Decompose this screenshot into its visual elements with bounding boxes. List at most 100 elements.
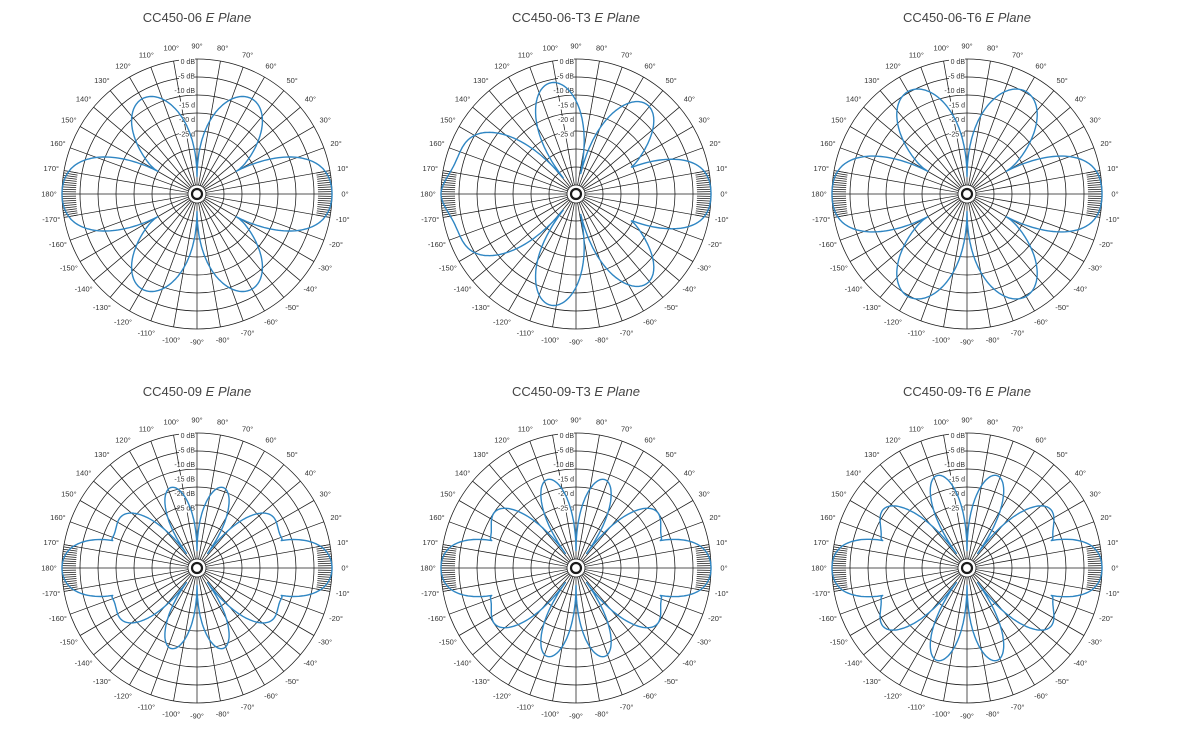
fine-tick xyxy=(317,206,332,209)
db-ring-label: -15 dB xyxy=(174,477,195,484)
fine-tick xyxy=(62,186,77,189)
angle-tick-label: -80° xyxy=(986,709,1000,718)
angle-tick-label: -60° xyxy=(1034,318,1048,327)
angle-tick-label: 50° xyxy=(286,76,297,85)
grid-spoke xyxy=(173,202,196,328)
grid-spoke xyxy=(584,196,703,241)
angle-tick-label: 60° xyxy=(1035,435,1046,444)
db-ring-label: -25 d xyxy=(558,132,574,139)
db-label-bg xyxy=(558,87,574,95)
grid-spoke xyxy=(442,544,568,567)
fine-tick xyxy=(695,544,710,548)
grid-spoke xyxy=(973,106,1071,189)
grid-spoke xyxy=(63,170,189,193)
grid-spoke xyxy=(577,576,600,702)
db-ring-label: -25 d xyxy=(558,506,574,513)
grid-spoke xyxy=(583,572,694,636)
grid-spoke xyxy=(974,198,1085,262)
angle-tick-label: -80° xyxy=(986,335,1000,344)
angle-tick-label: 150° xyxy=(440,490,456,499)
angle-tick-label: 10° xyxy=(716,538,727,547)
fine-tick xyxy=(441,573,456,576)
angle-tick-label: 120° xyxy=(885,435,901,444)
grid-spoke xyxy=(198,202,221,328)
db-ring-label: -5 dB xyxy=(948,74,965,81)
angle-tick-label: 130° xyxy=(864,76,880,85)
grid-spoke xyxy=(577,202,600,328)
angle-tick-label: 130° xyxy=(473,76,489,85)
grid-spoke xyxy=(449,196,568,241)
fine-tick xyxy=(832,558,847,560)
fine-tick xyxy=(441,186,456,189)
db-label-bg xyxy=(949,432,965,440)
angle-tick-label: 130° xyxy=(94,450,110,459)
db-label-bg xyxy=(949,101,965,110)
fine-tick xyxy=(62,181,77,184)
fine-tick xyxy=(696,551,711,554)
angle-tick-label: -130° xyxy=(472,677,490,686)
fine-tick xyxy=(1086,214,1101,218)
grid-spoke xyxy=(577,434,600,560)
grid-spoke xyxy=(863,106,961,189)
fine-tick xyxy=(1087,558,1102,560)
fine-tick xyxy=(316,172,331,176)
polar-panel-cc450-09-t3: CC450-09-T3 E Plane 0° 10° 20° 30° 40° 50° 60°… xyxy=(411,374,741,734)
db-label-bg xyxy=(949,446,965,455)
grid-spoke xyxy=(203,106,301,189)
angle-tick-label: 100° xyxy=(934,418,950,427)
angle-tick-label: -100° xyxy=(162,709,180,718)
grid-spoke xyxy=(205,569,331,592)
db-label-bg xyxy=(949,58,965,66)
grid-spoke xyxy=(583,198,694,262)
db-label-bg xyxy=(558,116,574,124)
angle-tick-label: 150° xyxy=(61,116,77,125)
grid-spoke xyxy=(833,569,959,592)
fine-tick xyxy=(63,214,78,218)
grid-spoke xyxy=(920,202,965,321)
fine-tick xyxy=(832,551,847,554)
db-label-bg xyxy=(179,130,195,139)
angle-tick-label: 150° xyxy=(61,490,77,499)
angle-tick-label: -30° xyxy=(1088,264,1102,273)
angle-tick-label: -40° xyxy=(682,659,696,668)
grid-spoke xyxy=(833,170,959,193)
angle-tick-label: 70° xyxy=(1012,424,1023,433)
angle-tick-label: 90° xyxy=(570,416,581,425)
fine-tick xyxy=(832,576,847,578)
fine-tick xyxy=(695,584,710,588)
grid-spoke xyxy=(849,500,960,564)
angle-tick-label: 130° xyxy=(473,450,489,459)
angle-tick-label: -120° xyxy=(493,318,511,327)
fine-tick xyxy=(63,212,78,216)
fine-tick xyxy=(63,548,78,552)
grid-spoke xyxy=(205,195,331,218)
angle-tick-label: -130° xyxy=(472,303,490,312)
angle-tick-label: -110° xyxy=(908,703,925,712)
db-label-bg xyxy=(949,130,965,139)
angle-tick-label: -140° xyxy=(845,285,863,294)
angle-tick-label: -110° xyxy=(517,703,534,712)
fine-tick xyxy=(1087,582,1102,585)
fine-tick xyxy=(316,214,331,218)
db-ring-label: -10 dB xyxy=(553,462,574,469)
fine-tick xyxy=(317,184,332,186)
grid-spoke xyxy=(968,576,991,702)
grid-spoke xyxy=(968,202,991,328)
grid-spoke xyxy=(488,574,571,672)
grid-spoke xyxy=(93,480,191,563)
db-label-bg xyxy=(179,87,195,95)
grid-spoke xyxy=(109,464,192,562)
pattern-trace xyxy=(831,474,1103,662)
pattern-trace xyxy=(61,486,333,650)
angle-tick-label: 100° xyxy=(543,418,559,427)
grid-spoke xyxy=(201,76,265,187)
angle-tick-label: 160° xyxy=(820,513,836,522)
angle-tick-label: 80° xyxy=(217,44,228,53)
grid-spoke xyxy=(584,147,703,192)
angle-tick-label: -10° xyxy=(715,589,729,598)
angle-tick-label: 180° xyxy=(420,564,436,573)
grid-spoke xyxy=(583,500,694,564)
db-ring-label: -10 dB xyxy=(174,462,195,469)
angle-tick-label: -130° xyxy=(93,677,111,686)
fine-tick xyxy=(441,208,456,211)
